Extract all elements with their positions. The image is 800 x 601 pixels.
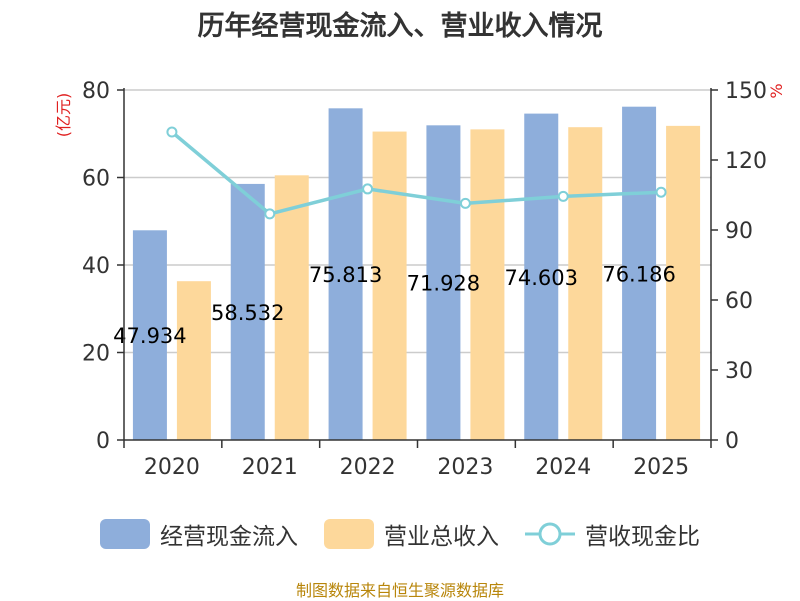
legend-label-cash-inflow: 经营现金流入 [160, 524, 298, 550]
y-left-tick-label: 20 [82, 342, 110, 367]
line-point [166, 126, 178, 138]
legend-item-cash-inflow[interactable]: 经营现金流入 [100, 517, 298, 551]
bar-data-label: 75.813 [309, 263, 382, 287]
y-right-tick-label: 90 [725, 219, 753, 244]
y-left-tick-label: 80 [82, 79, 110, 104]
x-tick-label: 2022 [340, 455, 396, 480]
line-point [655, 186, 667, 198]
x-tick-label: 2024 [535, 455, 591, 480]
bar-cash-inflow [524, 113, 559, 440]
line-cash-revenue-ratio [170, 130, 662, 216]
legend: 经营现金流入 营业总收入 营收现金比 [0, 512, 800, 556]
legend-swatch-cash-inflow [100, 519, 150, 549]
y-axis-right-label: % [767, 83, 786, 98]
x-tick-label: 2025 [633, 455, 689, 480]
x-tick-label: 2020 [144, 455, 200, 480]
y-right-tick-label: 30 [725, 359, 753, 384]
legend-label-revenue: 营业总收入 [384, 524, 499, 550]
bar-revenue [274, 175, 309, 440]
bar-data-label: 47.934 [113, 324, 186, 348]
bar-data-label: 74.603 [505, 266, 578, 290]
y-right-tick-label: 150 [725, 79, 767, 104]
bar-cash-inflow [426, 125, 461, 440]
bar-revenue [372, 131, 407, 440]
legend-item-revenue[interactable]: 营业总收入 [324, 517, 499, 551]
y-left-tick-label: 40 [82, 254, 110, 279]
bar-cash-inflow [230, 183, 265, 441]
bar-revenue [568, 127, 603, 440]
legend-swatch-revenue [324, 519, 374, 549]
chart-title: 历年经营现金流入、营业收入情况 [197, 11, 603, 42]
line-point [557, 190, 569, 202]
y-right-tick-label: 120 [725, 149, 767, 174]
bar-data-label: 71.928 [407, 272, 480, 296]
bar-revenue [176, 281, 211, 440]
bar-cash-inflow [132, 230, 167, 440]
y-left-tick-label: 60 [82, 167, 110, 192]
legend-line-marker-icon [525, 522, 575, 546]
line-point [459, 197, 471, 209]
y-left-tick-label: 0 [96, 429, 110, 454]
line-point [264, 208, 276, 220]
line-point [362, 183, 374, 195]
x-tick-label: 2021 [242, 455, 298, 480]
y-axis-left-label: (亿元) [54, 93, 73, 138]
legend-label-ratio: 营收现金比 [585, 524, 700, 550]
source-footer: 制图数据来自恒生聚源数据库 [295, 581, 504, 600]
bar-data-label: 58.532 [211, 301, 284, 325]
bar-revenue [666, 125, 701, 440]
legend-item-ratio[interactable]: 营收现金比 [525, 517, 700, 551]
bar-data-label: 76.186 [602, 262, 675, 286]
x-tick-label: 2023 [437, 455, 493, 480]
bar-cash-inflow [622, 106, 657, 440]
bar-revenue [470, 129, 505, 440]
bar-cash-inflow [328, 108, 363, 441]
y-right-tick-label: 0 [725, 429, 739, 454]
y-right-tick-label: 60 [725, 289, 753, 314]
